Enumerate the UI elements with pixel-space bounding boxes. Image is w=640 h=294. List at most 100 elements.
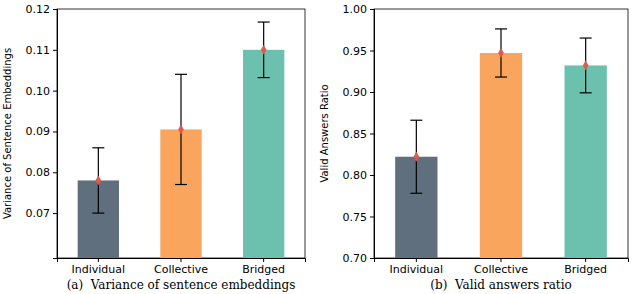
tick-mark xyxy=(53,91,57,92)
tick-label: Collective xyxy=(474,263,528,276)
error-cap xyxy=(175,74,187,75)
bar xyxy=(243,50,284,258)
marker xyxy=(261,45,267,55)
plot-frame xyxy=(57,9,305,258)
error-bar xyxy=(92,148,104,213)
tick: 1.00 xyxy=(343,3,375,16)
tick-label: 0.09 xyxy=(26,125,51,138)
tick: 0.11 xyxy=(26,44,58,57)
tick-mark xyxy=(370,134,374,135)
axis-line xyxy=(58,259,306,263)
tick-label: Individual xyxy=(72,263,126,276)
tick: Bridged xyxy=(242,258,285,276)
tick-label: 0.10 xyxy=(26,85,51,98)
chart: 0.70 0.75 0.80 0.85 0.90 0.95 1.00 Individual Co… xyxy=(319,3,629,292)
tick: 0.95 xyxy=(343,45,375,58)
tick-label: 1.00 xyxy=(343,3,368,16)
error-bar xyxy=(580,38,592,93)
tick-label: 0.11 xyxy=(26,44,51,57)
bar xyxy=(480,53,522,258)
tick-mark xyxy=(370,9,374,10)
tick-label: 0.85 xyxy=(343,128,368,141)
tick: Individual xyxy=(390,258,444,276)
tick-label: 0.80 xyxy=(343,169,368,182)
tick-label: 0.08 xyxy=(26,166,51,179)
axis-line xyxy=(53,10,58,259)
tick-mark xyxy=(53,172,57,173)
tick: 0.90 xyxy=(343,86,375,99)
tick: 0.07 xyxy=(26,207,58,220)
error-bar xyxy=(258,22,270,78)
error-cap xyxy=(92,212,104,213)
tick-mark xyxy=(53,9,57,10)
error-cap xyxy=(175,184,187,185)
tick-label: 0.95 xyxy=(343,45,368,58)
tick-mark xyxy=(501,258,502,262)
axis-line xyxy=(375,259,629,263)
tick: 0.10 xyxy=(26,85,58,98)
tick-mark xyxy=(181,258,182,262)
tick-mark xyxy=(53,50,57,51)
y-axis: 0.70 0.75 0.80 0.85 0.90 0.95 1.00 xyxy=(343,3,375,265)
tick: 0.85 xyxy=(343,128,375,141)
tick-mark xyxy=(370,217,374,218)
tick: Collective xyxy=(154,258,208,276)
tick-label: Bridged xyxy=(564,263,607,276)
tick: 0.80 xyxy=(343,169,375,182)
marker xyxy=(413,152,419,162)
tick-label: 0.12 xyxy=(26,3,51,16)
error-bar xyxy=(410,120,422,193)
error-cap xyxy=(410,193,422,194)
error-cap xyxy=(495,76,507,77)
tick-mark xyxy=(370,92,374,93)
tick: Collective xyxy=(474,258,528,276)
x-axis: Individual Collective Bridged xyxy=(375,258,629,276)
tick-mark xyxy=(53,213,57,214)
tick-label: Bridged xyxy=(242,263,285,276)
tick-label: 0.07 xyxy=(26,207,51,220)
tick: Bridged xyxy=(564,258,607,276)
error-cap xyxy=(92,147,104,148)
x-axis: Individual Collective Bridged xyxy=(58,258,306,276)
tick-mark xyxy=(53,131,57,132)
marker xyxy=(178,124,184,134)
error-cap xyxy=(495,28,507,29)
tick-mark xyxy=(370,258,374,259)
tick-mark xyxy=(585,258,586,262)
tick: 0.12 xyxy=(26,3,58,16)
bar xyxy=(565,65,607,258)
error-cap xyxy=(410,120,422,121)
error-bar xyxy=(495,29,507,77)
tick: 0.08 xyxy=(26,166,58,179)
figure: 0.07 0.08 0.09 0.10 0.11 0.12 Individual Collec… xyxy=(0,0,640,294)
chart: 0.07 0.08 0.09 0.10 0.11 0.12 Individual Collec… xyxy=(2,3,306,292)
tick-mark xyxy=(370,51,374,52)
tick: 0.70 xyxy=(343,252,375,265)
axis-title: Valid Answers Ratio xyxy=(319,84,330,182)
error-cap xyxy=(580,37,592,38)
error-cap xyxy=(258,77,270,78)
tick: Individual xyxy=(72,258,126,276)
tick-label: 0.70 xyxy=(343,252,368,265)
tick-label: 0.75 xyxy=(343,211,368,224)
tick-label: 0.90 xyxy=(343,86,368,99)
tick-mark xyxy=(98,258,99,262)
caption: (b) Valid answers ratio xyxy=(430,278,571,292)
tick: 0.09 xyxy=(26,125,58,138)
marker xyxy=(583,61,589,71)
tick-mark xyxy=(416,258,417,262)
caption: (a) Variance of sentence embeddings xyxy=(67,278,296,292)
error-cap xyxy=(580,92,592,93)
tick-label: Collective xyxy=(154,263,208,276)
error-bar xyxy=(175,74,187,184)
marks xyxy=(395,29,607,258)
axis-title: Variance of Sentence Embeddings xyxy=(2,48,13,219)
plot-frame xyxy=(374,9,628,258)
axis-line xyxy=(370,10,375,259)
marks xyxy=(78,22,285,258)
marker xyxy=(498,48,504,58)
marker xyxy=(95,176,101,186)
tick: 0.75 xyxy=(343,211,375,224)
tick-label: Individual xyxy=(390,263,444,276)
error-cap xyxy=(258,21,270,22)
